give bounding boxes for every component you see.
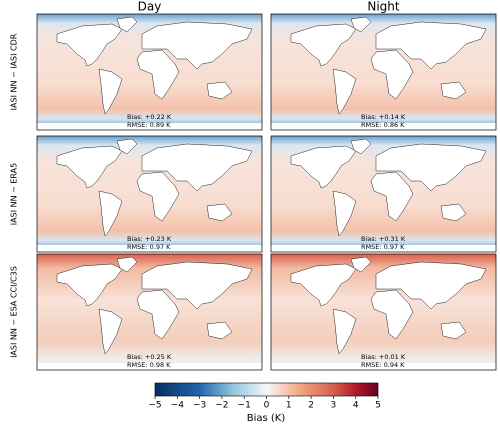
column-title: Night xyxy=(367,0,400,14)
bias-text: Bias: +0.14 K xyxy=(361,113,406,121)
rmse-text: RMSE: 0.89 K xyxy=(127,121,171,129)
colorbar-label: Bias (K) xyxy=(247,413,286,424)
rmse-text: RMSE: 0.94 K xyxy=(361,361,405,369)
bias-text: Bias: +0.23 K xyxy=(127,235,172,243)
bias-text: Bias: +0.31 K xyxy=(361,235,406,243)
antarctica xyxy=(37,245,262,252)
map-frame xyxy=(36,253,263,371)
bias-text: Bias: +0.25 K xyxy=(127,353,172,361)
colorbar-tick-label: −1 xyxy=(238,401,251,411)
colorbar-tick-label: 3 xyxy=(331,401,337,411)
colorbar-tick-label: −4 xyxy=(171,401,185,411)
rmse-text: RMSE: 0.86 K xyxy=(361,121,405,129)
column-title: Day xyxy=(138,0,162,14)
rmse-text: RMSE: 0.97 K xyxy=(361,243,405,251)
row-label: IASI NN − ERA5 xyxy=(10,163,19,225)
antarctica xyxy=(37,123,262,130)
row-label: IASI NN − ESA CCI/C3S xyxy=(10,266,19,358)
antarctica xyxy=(271,363,496,370)
colorbar xyxy=(154,382,379,397)
colorbar-tick-label: 5 xyxy=(375,401,381,411)
colorbar-tick-label: −2 xyxy=(215,401,228,411)
bias-text: Bias: +0.22 K xyxy=(127,113,172,121)
map-frame xyxy=(36,135,263,253)
colorbar-tick-label: 4 xyxy=(353,401,359,411)
map-frame xyxy=(36,13,263,131)
colorbar-tick-label: 0 xyxy=(264,401,270,411)
rmse-text: RMSE: 0.98 K xyxy=(127,361,171,369)
map-frame xyxy=(270,135,497,253)
map-frame xyxy=(270,13,497,131)
map-frame xyxy=(270,253,497,371)
rmse-text: RMSE: 0.97 K xyxy=(127,243,171,251)
colorbar-tick-label: 1 xyxy=(286,401,292,411)
colorbar-tick-label: 2 xyxy=(308,401,314,411)
colorbar-tick-label: −5 xyxy=(148,401,161,411)
antarctica xyxy=(271,245,496,252)
antarctica xyxy=(271,123,496,130)
colorbar-tick-label: −3 xyxy=(193,401,206,411)
row-label: IASI NN − IASI CDR xyxy=(10,33,19,110)
antarctica xyxy=(37,363,262,370)
bias-text: Bias: +0.01 K xyxy=(361,353,406,361)
